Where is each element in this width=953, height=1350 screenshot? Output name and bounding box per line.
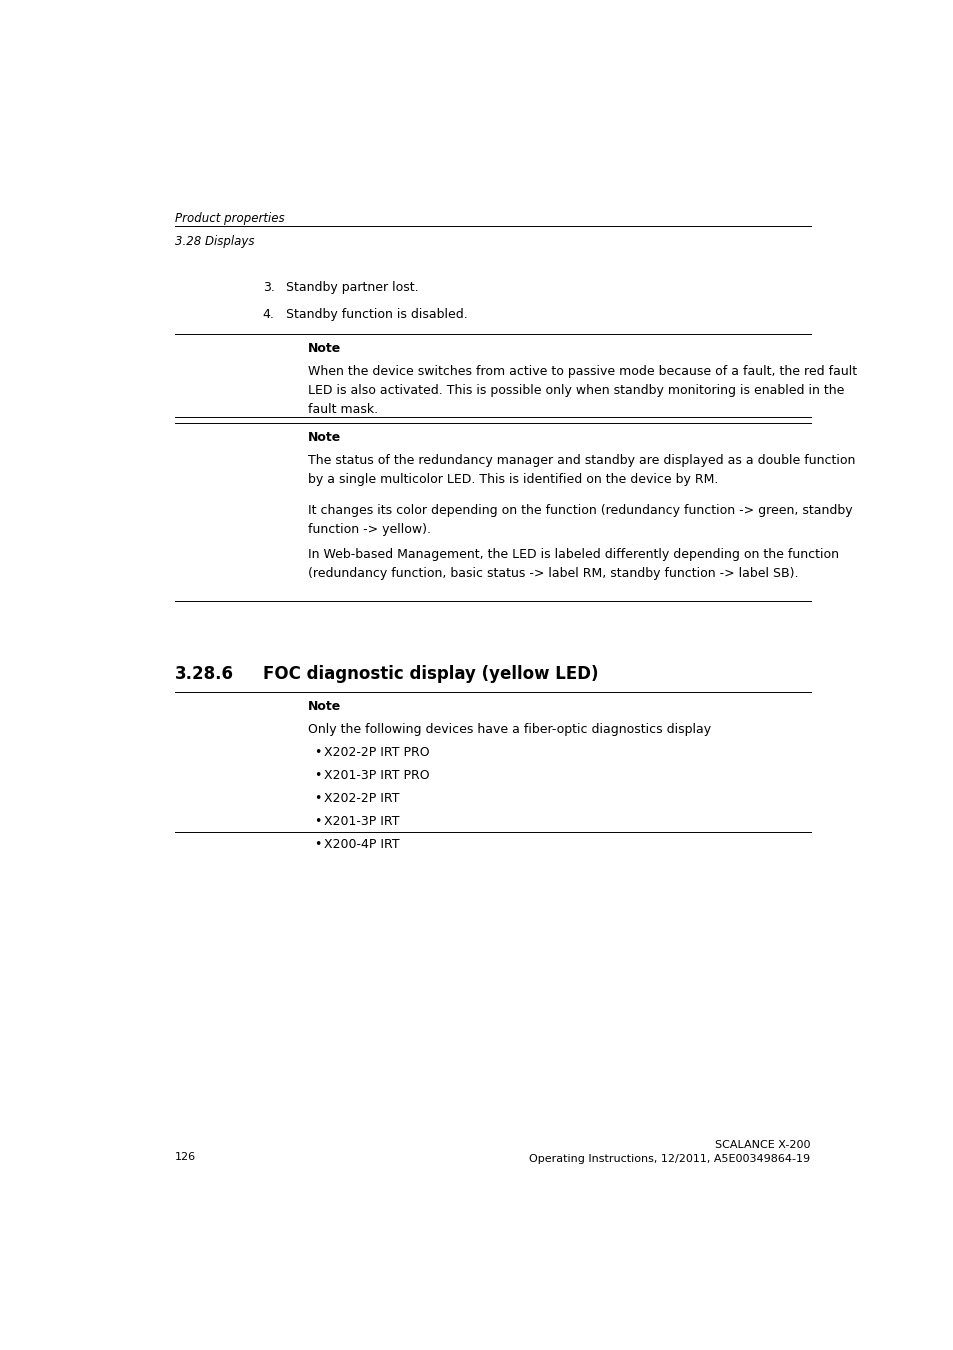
Text: It changes its color depending on the function (redundancy function -> green, st: It changes its color depending on the fu… bbox=[308, 504, 852, 536]
Text: The status of the redundancy manager and standby are displayed as a double funct: The status of the redundancy manager and… bbox=[308, 454, 854, 486]
Text: Note: Note bbox=[308, 342, 340, 355]
Text: •: • bbox=[314, 747, 321, 759]
Text: •: • bbox=[314, 792, 321, 805]
Text: 3.28 Displays: 3.28 Displays bbox=[174, 235, 253, 248]
Text: 3.28.6: 3.28.6 bbox=[174, 666, 233, 683]
Text: Only the following devices have a fiber-optic diagnostics display: Only the following devices have a fiber-… bbox=[308, 724, 710, 736]
Text: Note: Note bbox=[308, 701, 340, 713]
Text: X201-3P IRT: X201-3P IRT bbox=[324, 815, 399, 828]
Text: •: • bbox=[314, 815, 321, 828]
Text: Operating Instructions, 12/2011, A5E00349864-19: Operating Instructions, 12/2011, A5E0034… bbox=[529, 1154, 810, 1164]
Text: X200-4P IRT: X200-4P IRT bbox=[324, 837, 399, 850]
Text: X201-3P IRT PRO: X201-3P IRT PRO bbox=[324, 769, 429, 782]
Text: When the device switches from active to passive mode because of a fault, the red: When the device switches from active to … bbox=[308, 364, 856, 416]
Text: Standby partner lost.: Standby partner lost. bbox=[285, 281, 417, 293]
Text: FOC diagnostic display (yellow LED): FOC diagnostic display (yellow LED) bbox=[263, 666, 598, 683]
Text: Note: Note bbox=[308, 431, 340, 444]
Text: •: • bbox=[314, 769, 321, 782]
Text: SCALANCE X-200: SCALANCE X-200 bbox=[715, 1139, 810, 1150]
Text: 3.: 3. bbox=[262, 281, 274, 293]
Text: X202-2P IRT: X202-2P IRT bbox=[324, 792, 399, 805]
Text: Product properties: Product properties bbox=[174, 212, 284, 225]
Text: 126: 126 bbox=[174, 1152, 195, 1162]
Text: In Web-based Management, the LED is labeled differently depending on the functio: In Web-based Management, the LED is labe… bbox=[308, 548, 838, 579]
Text: X202-2P IRT PRO: X202-2P IRT PRO bbox=[324, 747, 429, 759]
Text: Standby function is disabled.: Standby function is disabled. bbox=[285, 308, 467, 320]
Text: 4.: 4. bbox=[262, 308, 274, 320]
Text: •: • bbox=[314, 837, 321, 850]
